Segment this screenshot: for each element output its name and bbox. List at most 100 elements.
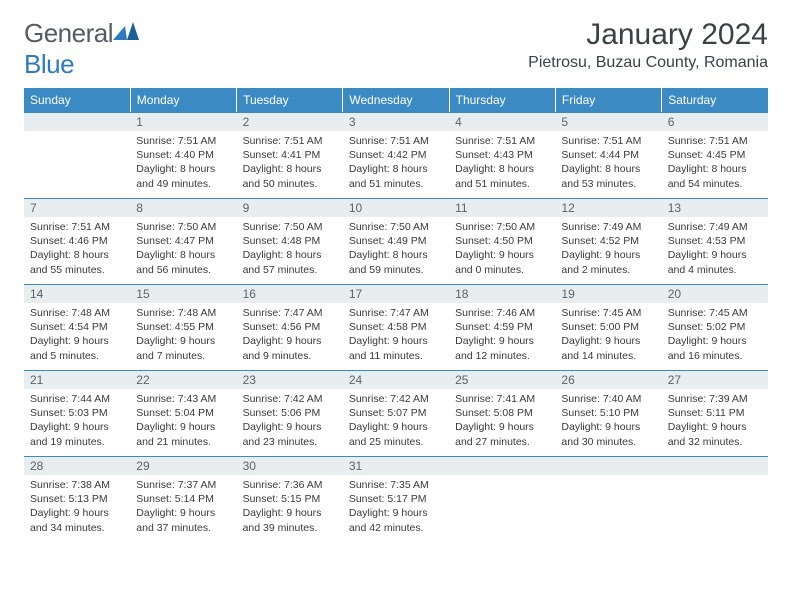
day-info: Sunrise: 7:51 AMSunset: 4:42 PMDaylight:… <box>343 131 449 197</box>
day-number-empty <box>24 112 130 131</box>
day-number: 31 <box>343 456 449 475</box>
day-info: Sunrise: 7:49 AMSunset: 4:52 PMDaylight:… <box>555 217 661 283</box>
day-info: Sunrise: 7:44 AMSunset: 5:03 PMDaylight:… <box>24 389 130 455</box>
day-info: Sunrise: 7:45 AMSunset: 5:00 PMDaylight:… <box>555 303 661 369</box>
calendar-cell <box>555 456 661 542</box>
day-header: Saturday <box>662 88 768 112</box>
day-number: 24 <box>343 370 449 389</box>
day-number: 18 <box>449 284 555 303</box>
day-number: 19 <box>555 284 661 303</box>
calendar-cell: 26Sunrise: 7:40 AMSunset: 5:10 PMDayligh… <box>555 370 661 456</box>
logo: GeneralBlue <box>24 18 139 80</box>
day-number-empty <box>449 456 555 475</box>
day-number: 4 <box>449 112 555 131</box>
day-info: Sunrise: 7:51 AMSunset: 4:43 PMDaylight:… <box>449 131 555 197</box>
day-number: 2 <box>237 112 343 131</box>
day-number: 16 <box>237 284 343 303</box>
calendar-cell: 23Sunrise: 7:42 AMSunset: 5:06 PMDayligh… <box>237 370 343 456</box>
calendar-cell: 29Sunrise: 7:37 AMSunset: 5:14 PMDayligh… <box>130 456 236 542</box>
calendar-cell: 25Sunrise: 7:41 AMSunset: 5:08 PMDayligh… <box>449 370 555 456</box>
logo-text: GeneralBlue <box>24 18 139 80</box>
day-header: Friday <box>555 88 661 112</box>
day-info: Sunrise: 7:51 AMSunset: 4:41 PMDaylight:… <box>237 131 343 197</box>
day-number: 23 <box>237 370 343 389</box>
day-info: Sunrise: 7:47 AMSunset: 4:58 PMDaylight:… <box>343 303 449 369</box>
calendar-row: 28Sunrise: 7:38 AMSunset: 5:13 PMDayligh… <box>24 456 768 542</box>
calendar-cell: 21Sunrise: 7:44 AMSunset: 5:03 PMDayligh… <box>24 370 130 456</box>
calendar-cell: 31Sunrise: 7:35 AMSunset: 5:17 PMDayligh… <box>343 456 449 542</box>
calendar-cell <box>24 112 130 198</box>
day-header: Sunday <box>24 88 130 112</box>
day-number: 1 <box>130 112 236 131</box>
day-info: Sunrise: 7:42 AMSunset: 5:06 PMDaylight:… <box>237 389 343 455</box>
day-number: 26 <box>555 370 661 389</box>
day-number: 22 <box>130 370 236 389</box>
calendar-cell: 14Sunrise: 7:48 AMSunset: 4:54 PMDayligh… <box>24 284 130 370</box>
day-header: Tuesday <box>237 88 343 112</box>
day-number: 8 <box>130 198 236 217</box>
calendar-table: SundayMondayTuesdayWednesdayThursdayFrid… <box>24 88 768 542</box>
day-info: Sunrise: 7:41 AMSunset: 5:08 PMDaylight:… <box>449 389 555 455</box>
calendar-cell: 15Sunrise: 7:48 AMSunset: 4:55 PMDayligh… <box>130 284 236 370</box>
calendar-cell: 8Sunrise: 7:50 AMSunset: 4:47 PMDaylight… <box>130 198 236 284</box>
day-number: 9 <box>237 198 343 217</box>
calendar-cell <box>449 456 555 542</box>
day-info: Sunrise: 7:50 AMSunset: 4:48 PMDaylight:… <box>237 217 343 283</box>
day-number: 5 <box>555 112 661 131</box>
day-info: Sunrise: 7:46 AMSunset: 4:59 PMDaylight:… <box>449 303 555 369</box>
day-number: 14 <box>24 284 130 303</box>
day-number: 7 <box>24 198 130 217</box>
calendar-cell: 27Sunrise: 7:39 AMSunset: 5:11 PMDayligh… <box>662 370 768 456</box>
day-info: Sunrise: 7:38 AMSunset: 5:13 PMDaylight:… <box>24 475 130 541</box>
logo-text-2: Blue <box>24 49 74 79</box>
calendar-cell: 7Sunrise: 7:51 AMSunset: 4:46 PMDaylight… <box>24 198 130 284</box>
logo-mark-icon <box>113 22 139 42</box>
calendar-cell: 4Sunrise: 7:51 AMSunset: 4:43 PMDaylight… <box>449 112 555 198</box>
day-info: Sunrise: 7:48 AMSunset: 4:54 PMDaylight:… <box>24 303 130 369</box>
calendar-cell: 16Sunrise: 7:47 AMSunset: 4:56 PMDayligh… <box>237 284 343 370</box>
calendar-row: 1Sunrise: 7:51 AMSunset: 4:40 PMDaylight… <box>24 112 768 198</box>
day-number: 21 <box>24 370 130 389</box>
calendar-cell: 11Sunrise: 7:50 AMSunset: 4:50 PMDayligh… <box>449 198 555 284</box>
day-number: 28 <box>24 456 130 475</box>
page-title: January 2024 <box>528 18 768 52</box>
calendar-cell: 24Sunrise: 7:42 AMSunset: 5:07 PMDayligh… <box>343 370 449 456</box>
calendar-cell: 6Sunrise: 7:51 AMSunset: 4:45 PMDaylight… <box>662 112 768 198</box>
day-header: Thursday <box>449 88 555 112</box>
day-info: Sunrise: 7:48 AMSunset: 4:55 PMDaylight:… <box>130 303 236 369</box>
day-info: Sunrise: 7:50 AMSunset: 4:47 PMDaylight:… <box>130 217 236 283</box>
day-number: 25 <box>449 370 555 389</box>
calendar-cell <box>662 456 768 542</box>
calendar-cell: 28Sunrise: 7:38 AMSunset: 5:13 PMDayligh… <box>24 456 130 542</box>
day-info: Sunrise: 7:40 AMSunset: 5:10 PMDaylight:… <box>555 389 661 455</box>
day-info: Sunrise: 7:43 AMSunset: 5:04 PMDaylight:… <box>130 389 236 455</box>
day-number: 3 <box>343 112 449 131</box>
calendar-row: 21Sunrise: 7:44 AMSunset: 5:03 PMDayligh… <box>24 370 768 456</box>
day-number: 20 <box>662 284 768 303</box>
day-info: Sunrise: 7:42 AMSunset: 5:07 PMDaylight:… <box>343 389 449 455</box>
calendar-head: SundayMondayTuesdayWednesdayThursdayFrid… <box>24 88 768 112</box>
day-number: 30 <box>237 456 343 475</box>
calendar-cell: 5Sunrise: 7:51 AMSunset: 4:44 PMDaylight… <box>555 112 661 198</box>
day-number: 27 <box>662 370 768 389</box>
day-info: Sunrise: 7:50 AMSunset: 4:49 PMDaylight:… <box>343 217 449 283</box>
calendar-cell: 2Sunrise: 7:51 AMSunset: 4:41 PMDaylight… <box>237 112 343 198</box>
calendar-row: 7Sunrise: 7:51 AMSunset: 4:46 PMDaylight… <box>24 198 768 284</box>
logo-text-1: General <box>24 18 113 48</box>
day-info: Sunrise: 7:49 AMSunset: 4:53 PMDaylight:… <box>662 217 768 283</box>
day-info: Sunrise: 7:51 AMSunset: 4:44 PMDaylight:… <box>555 131 661 197</box>
day-number: 6 <box>662 112 768 131</box>
calendar-cell: 9Sunrise: 7:50 AMSunset: 4:48 PMDaylight… <box>237 198 343 284</box>
calendar-cell: 22Sunrise: 7:43 AMSunset: 5:04 PMDayligh… <box>130 370 236 456</box>
day-header: Wednesday <box>343 88 449 112</box>
day-number: 29 <box>130 456 236 475</box>
day-number: 13 <box>662 198 768 217</box>
day-info: Sunrise: 7:51 AMSunset: 4:46 PMDaylight:… <box>24 217 130 283</box>
calendar-cell: 18Sunrise: 7:46 AMSunset: 4:59 PMDayligh… <box>449 284 555 370</box>
calendar-cell: 3Sunrise: 7:51 AMSunset: 4:42 PMDaylight… <box>343 112 449 198</box>
calendar-cell: 13Sunrise: 7:49 AMSunset: 4:53 PMDayligh… <box>662 198 768 284</box>
day-info: Sunrise: 7:51 AMSunset: 4:45 PMDaylight:… <box>662 131 768 197</box>
day-info: Sunrise: 7:47 AMSunset: 4:56 PMDaylight:… <box>237 303 343 369</box>
calendar-cell: 1Sunrise: 7:51 AMSunset: 4:40 PMDaylight… <box>130 112 236 198</box>
header: GeneralBlue January 2024 Pietrosu, Buzau… <box>24 18 768 80</box>
